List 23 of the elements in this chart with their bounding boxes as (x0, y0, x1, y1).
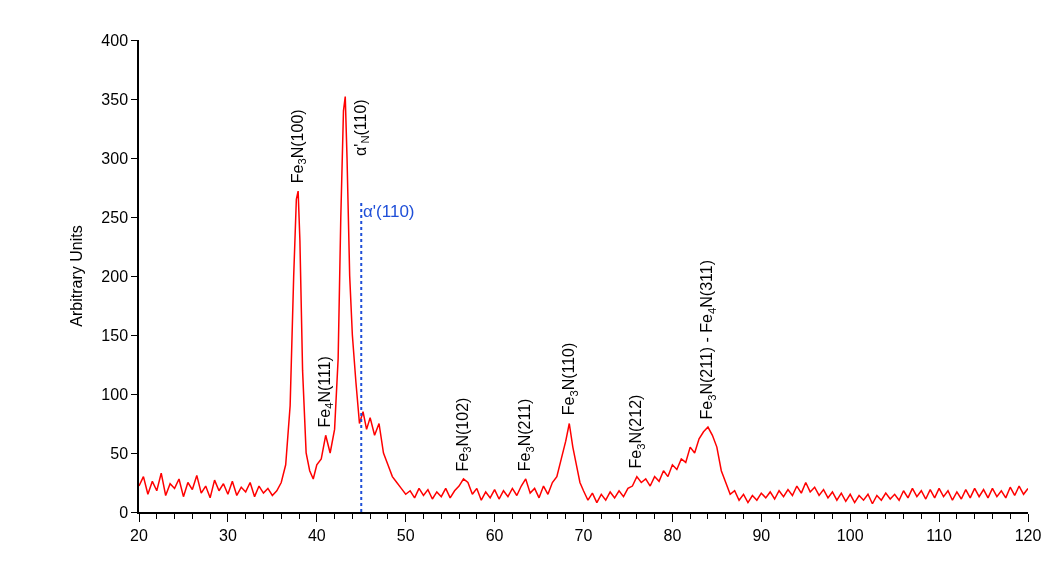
y-tick-label: 300 (101, 149, 129, 167)
y-tick-label: 100 (101, 385, 129, 403)
y-tick-label: 150 (101, 326, 129, 344)
y-tick-label: 0 (119, 503, 129, 521)
x-tick-label: 120 (1014, 526, 1042, 544)
x-tick-label: 110 (926, 526, 952, 544)
x-tick-label: 50 (396, 526, 415, 544)
y-tick-label: 350 (101, 90, 129, 108)
x-tick-label: 90 (752, 526, 771, 544)
x-tick-label: 30 (219, 526, 237, 544)
x-tick-label: 80 (663, 526, 682, 544)
x-tick-label: 40 (307, 526, 326, 544)
x-tick-label: 20 (130, 526, 148, 544)
ref-line-label: α'(110) (363, 202, 415, 221)
y-tick-label: 250 (101, 208, 129, 226)
x-tick-label: 60 (485, 526, 504, 544)
line-series (139, 95, 1028, 505)
y-tick-label: 50 (110, 444, 129, 462)
x-tick-label: 70 (574, 526, 593, 544)
y-axis-title: Arbitrary Units (67, 225, 85, 327)
y-tick-label: 200 (101, 267, 129, 285)
y-tick-label: 400 (101, 31, 129, 49)
x-tick-label: 100 (836, 526, 864, 544)
